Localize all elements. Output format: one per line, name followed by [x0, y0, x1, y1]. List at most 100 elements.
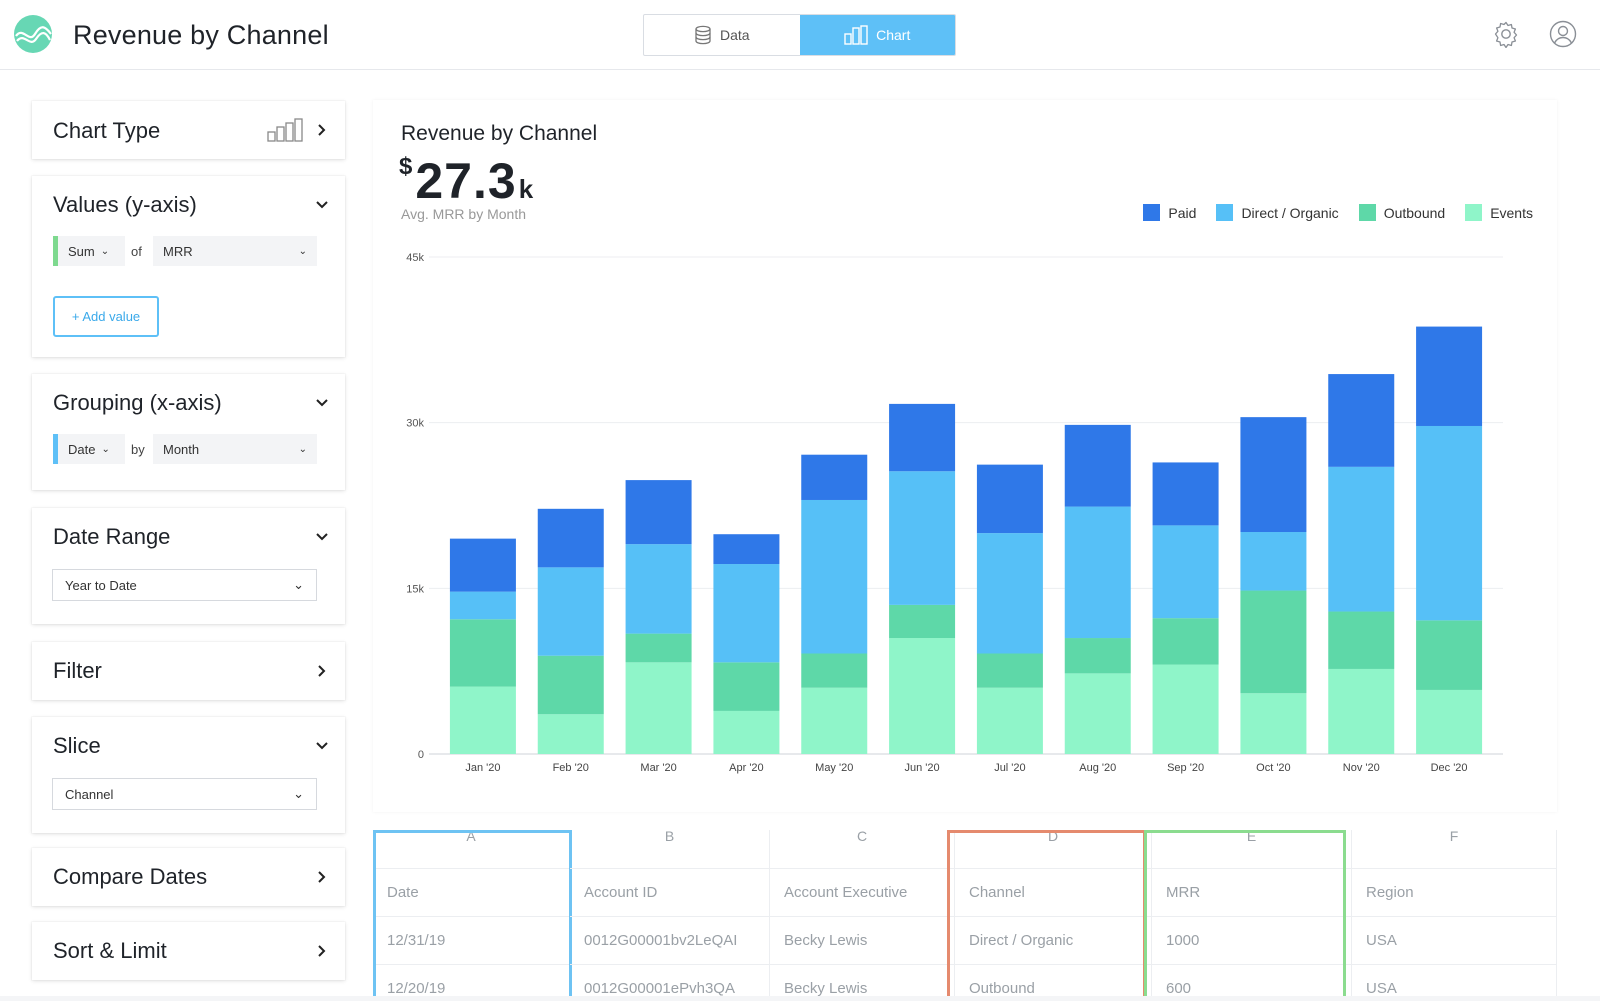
compare-dates-card[interactable]: Compare Dates — [32, 848, 345, 906]
sort-limit-card[interactable]: Sort & Limit — [32, 922, 345, 980]
bar-segment[interactable] — [537, 714, 604, 754]
row-divider — [570, 868, 769, 869]
bar-segment[interactable] — [1416, 689, 1483, 754]
bar-segment[interactable] — [537, 567, 604, 656]
bar-segment[interactable] — [1064, 506, 1131, 639]
y-tick-label: 30k — [406, 418, 424, 430]
app-logo-icon[interactable] — [13, 14, 53, 54]
chevron-right-icon[interactable] — [315, 870, 329, 884]
column-letter[interactable]: D — [1047, 830, 1059, 844]
chevron-down-icon[interactable] — [315, 739, 329, 753]
bar-segment[interactable] — [449, 538, 516, 592]
chevron-down-icon[interactable] — [315, 530, 329, 544]
bar-segment[interactable] — [1240, 693, 1307, 754]
bar-segment[interactable] — [1328, 466, 1395, 612]
legend-item[interactable]: Paid — [1143, 204, 1196, 221]
bar-segment[interactable] — [713, 710, 780, 754]
bar-segment[interactable] — [449, 686, 516, 754]
date-range-select[interactable]: Year to Date ⌄ — [52, 569, 317, 601]
table-column[interactable]: C Account Executive Becky Lewis Becky Lewis — [770, 830, 955, 1001]
chevron-down-icon[interactable] — [315, 396, 329, 410]
column-letter[interactable]: B — [664, 830, 675, 844]
column-letter[interactable]: F — [1449, 830, 1459, 844]
bar-segment[interactable] — [889, 471, 956, 605]
bar-segment[interactable] — [537, 655, 604, 715]
column-letter[interactable]: E — [1246, 830, 1257, 844]
bar-segment[interactable] — [801, 687, 868, 754]
legend-swatch — [1216, 204, 1234, 221]
table-column[interactable]: E MRR 1000 600 — [1152, 830, 1352, 1001]
group-field-select[interactable]: Date ⌄ — [58, 434, 125, 464]
column-letter[interactable]: C — [856, 830, 868, 844]
bar-segment[interactable] — [1416, 620, 1483, 690]
bar-segment[interactable] — [1240, 417, 1307, 533]
column-header: Date — [387, 884, 419, 901]
row-divider — [1352, 868, 1556, 869]
bar-segment[interactable] — [625, 480, 692, 545]
bar-segment[interactable] — [1416, 425, 1483, 621]
view-toggle: Data Chart — [643, 14, 956, 56]
bar-segment[interactable] — [801, 653, 868, 688]
chart-type-card[interactable]: Chart Type — [32, 101, 345, 159]
bar-segment[interactable] — [713, 534, 780, 565]
x-tick-label: Sep '20 — [1167, 762, 1204, 774]
bar-segment[interactable] — [889, 403, 956, 472]
bar-segment[interactable] — [449, 619, 516, 687]
bar-segment[interactable] — [1328, 668, 1395, 754]
gear-icon[interactable] — [1492, 20, 1520, 48]
tab-data[interactable]: Data — [644, 15, 800, 55]
chevron-right-icon[interactable] — [315, 664, 329, 678]
bar-segment[interactable] — [1152, 462, 1219, 526]
table-column[interactable]: B Account ID 0012G00001bv2LeQAI 0012G00001e… — [570, 830, 770, 1001]
aggregate-select[interactable]: Sum ⌄ — [58, 236, 125, 266]
bar-segment[interactable] — [889, 604, 956, 639]
bar-segment[interactable] — [1064, 673, 1131, 754]
bar-segment[interactable] — [1240, 590, 1307, 694]
bar-segment[interactable] — [976, 687, 1043, 754]
bar-segment[interactable] — [1328, 611, 1395, 669]
bar-segment[interactable] — [801, 499, 868, 654]
group-interval-select[interactable]: Month ⌄ — [153, 434, 317, 464]
bar-segment[interactable] — [801, 454, 868, 500]
bar-segment[interactable] — [1152, 525, 1219, 619]
bar-segment[interactable] — [1064, 638, 1131, 674]
bar-segment[interactable] — [889, 638, 956, 754]
table-column[interactable]: D Channel Direct / Organic Outbound — [955, 830, 1152, 1001]
slice-select[interactable]: Channel ⌄ — [52, 778, 317, 810]
bar-segment[interactable] — [1152, 664, 1219, 754]
tab-chart[interactable]: Chart — [799, 15, 955, 55]
slice-value: Channel — [65, 786, 114, 802]
bar-segment[interactable] — [976, 533, 1043, 654]
bar-segment[interactable] — [976, 653, 1043, 688]
bar-segment[interactable] — [625, 662, 692, 754]
add-value-button[interactable]: + Add value — [53, 296, 159, 337]
bar-segment[interactable] — [1064, 424, 1131, 507]
row-divider — [1152, 964, 1351, 965]
bar-segment[interactable] — [1152, 618, 1219, 665]
bar-segment[interactable] — [537, 508, 604, 568]
x-tick-label: Dec '20 — [1431, 762, 1468, 774]
chevron-right-icon[interactable] — [315, 123, 329, 137]
table-column[interactable]: F Region USA USA — [1352, 830, 1557, 1001]
chevron-right-icon[interactable] — [315, 944, 329, 958]
legend-item[interactable]: Events — [1465, 204, 1533, 221]
table-column[interactable]: A Date 12/31/19 12/20/19 — [373, 830, 570, 1001]
bar-segment[interactable] — [1328, 374, 1395, 467]
column-letter[interactable]: A — [466, 830, 476, 844]
chevron-down-icon: ⌄ — [298, 443, 307, 455]
bar-segment[interactable] — [713, 662, 780, 711]
bar-segment[interactable] — [976, 464, 1043, 534]
bar-segment[interactable] — [625, 633, 692, 663]
legend-item[interactable]: Direct / Organic — [1216, 204, 1339, 221]
bar-segment[interactable] — [1240, 532, 1307, 591]
table-cell: 0012G00001ePvh3QA — [584, 980, 735, 997]
bar-segment[interactable] — [1416, 326, 1483, 426]
legend-item[interactable]: Outbound — [1358, 204, 1445, 221]
value-field-select[interactable]: MRR ⌄ — [153, 236, 317, 266]
chevron-down-icon[interactable] — [315, 198, 329, 212]
filter-card[interactable]: Filter — [32, 642, 345, 700]
user-icon[interactable] — [1549, 20, 1577, 48]
bar-segment[interactable] — [449, 591, 516, 620]
bar-segment[interactable] — [713, 564, 780, 663]
bar-segment[interactable] — [625, 544, 692, 634]
